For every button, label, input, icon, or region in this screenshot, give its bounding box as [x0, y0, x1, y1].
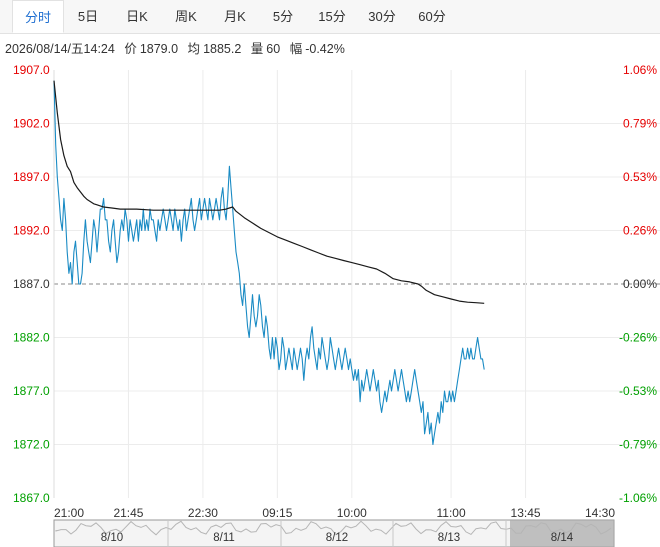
volume-value: 60	[266, 42, 281, 56]
percent-tick-label: -0.53%	[619, 384, 657, 398]
price-tick-label: 1887.0	[13, 277, 50, 291]
time-tick-label: 21:00	[54, 506, 84, 520]
period-tab-bar: 分时 5日 日K 周K 月K 5分 15分 30分 60分	[0, 0, 660, 34]
navigator-date-label: 8/11	[213, 532, 235, 544]
volume-label: 量	[250, 42, 264, 56]
navigator-history-line	[55, 520, 612, 536]
quote-datetime: 2026/08/14/五14:24	[5, 42, 115, 56]
range-value: -0.42%	[305, 42, 345, 56]
tab-60min[interactable]: 60分	[418, 9, 446, 24]
intraday-chart[interactable]: 1907.0 1902.0 1897.0 1892.0 1887.0 1882.0 1877…	[0, 58, 660, 547]
tab-15min[interactable]: 15分	[318, 9, 346, 24]
price-line	[53, 80, 485, 446]
time-tick-label: 22:30	[188, 506, 218, 520]
tab-monthly-k[interactable]: 月K	[224, 9, 246, 24]
tab-intraday[interactable]: 分时	[12, 0, 64, 33]
price-tick-label: 1872.0	[13, 438, 50, 452]
percent-axis: 1.06% 0.79% 0.53% 0.26% 0.00% -0.26% -0.53% -0.…	[619, 63, 657, 505]
navigator-date-label: 8/10	[101, 532, 123, 544]
quote-info-line: 2026/08/14/五14:24 价 1879.0 均 1885.2 量 60 幅-…	[5, 38, 351, 57]
tab-daily-k[interactable]: 日K	[126, 9, 148, 24]
price-axis: 1907.0 1902.0 1897.0 1892.0 1887.0 1882.0 1877…	[13, 63, 50, 505]
navigator-date-label: 8/14	[551, 532, 574, 544]
time-tick-label: 09:15	[262, 506, 292, 520]
navigator-date-label: 8/12	[326, 532, 348, 544]
price-value: 1879.0	[139, 42, 179, 56]
time-tick-label: 21:45	[113, 506, 143, 520]
price-tick-label: 1892.0	[13, 224, 50, 238]
time-tick-label: 14:30	[585, 506, 615, 520]
percent-tick-label: 0.79%	[623, 117, 657, 131]
percent-tick-label: 1.06%	[623, 63, 657, 77]
avg-price-line	[53, 80, 485, 304]
price-label: 价	[124, 42, 137, 56]
avg-label: 均	[187, 42, 201, 56]
price-tick-label: 1902.0	[13, 117, 50, 131]
price-tick-label: 1867.0	[13, 491, 50, 505]
price-tick-label: 1882.0	[13, 331, 50, 345]
percent-tick-label: -1.06%	[619, 491, 657, 505]
series	[53, 80, 485, 446]
percent-tick-label: -0.79%	[619, 438, 657, 452]
percent-tick-label: 0.26%	[623, 224, 657, 238]
percent-tick-label: 0.53%	[623, 170, 657, 184]
avg-value: 1885.2	[203, 42, 242, 56]
date-navigator[interactable]: 8/10 8/11 8/12 8/13 8/14	[53, 519, 615, 547]
navigator-selection	[510, 520, 614, 547]
percent-tick-label: 0.00%	[623, 277, 657, 291]
price-tick-label: 1897.0	[13, 170, 50, 184]
time-tick-label: 10:00	[337, 506, 367, 520]
navigator-date-label: 8/13	[438, 532, 460, 544]
price-tick-label: 1907.0	[13, 63, 50, 77]
grid	[53, 70, 660, 498]
tab-weekly-k[interactable]: 周K	[175, 9, 197, 24]
tab-5day[interactable]: 5日	[77, 9, 99, 24]
range-label: 幅	[289, 42, 303, 56]
percent-tick-label: -0.26%	[619, 331, 657, 345]
tab-5min[interactable]: 5分	[272, 9, 294, 24]
time-tick-label: 13:45	[511, 506, 541, 520]
time-axis: 21:00 21:45 22:30 09:15 10:00 11:00 13:45 14:30	[54, 506, 615, 520]
tab-30min[interactable]: 30分	[368, 9, 396, 24]
price-tick-label: 1877.0	[13, 384, 50, 398]
time-tick-label: 11:00	[437, 506, 466, 520]
